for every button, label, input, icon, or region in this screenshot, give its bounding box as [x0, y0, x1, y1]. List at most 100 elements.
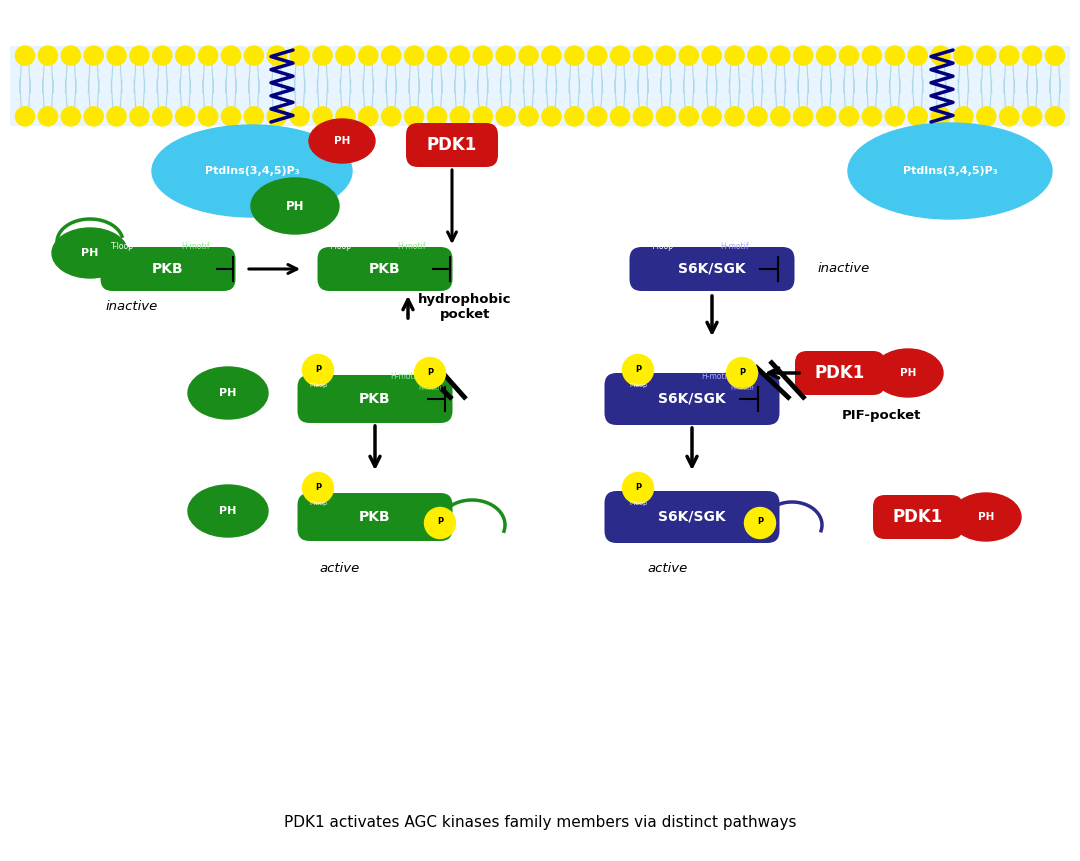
Ellipse shape	[862, 107, 881, 126]
Ellipse shape	[886, 46, 904, 65]
Ellipse shape	[1045, 107, 1065, 126]
Text: PKB: PKB	[360, 510, 391, 524]
Ellipse shape	[496, 46, 515, 65]
Ellipse shape	[657, 46, 675, 65]
Ellipse shape	[84, 46, 104, 65]
Ellipse shape	[702, 107, 721, 126]
Ellipse shape	[931, 107, 950, 126]
Text: T-loop: T-loop	[626, 372, 649, 381]
Ellipse shape	[415, 357, 446, 388]
Ellipse shape	[313, 107, 333, 126]
Ellipse shape	[839, 46, 859, 65]
Ellipse shape	[816, 107, 836, 126]
Text: PDK1: PDK1	[427, 136, 477, 154]
Ellipse shape	[38, 46, 57, 65]
Ellipse shape	[1023, 107, 1042, 126]
Text: P: P	[427, 368, 433, 376]
Ellipse shape	[405, 46, 423, 65]
Text: H-motif: H-motif	[397, 242, 427, 251]
Text: T-loop: T-loop	[110, 242, 134, 251]
Ellipse shape	[15, 107, 35, 126]
Ellipse shape	[519, 107, 538, 126]
Text: T-loop: T-loop	[307, 372, 329, 381]
Text: P: P	[757, 517, 764, 526]
Text: PH: PH	[334, 136, 350, 146]
Ellipse shape	[496, 107, 515, 126]
Text: T-loop: T-loop	[626, 490, 649, 499]
Text: PtdIns(3,4,5)P₃: PtdIns(3,4,5)P₃	[903, 166, 997, 176]
Text: PDK1: PDK1	[815, 364, 865, 382]
Ellipse shape	[309, 119, 375, 163]
Ellipse shape	[565, 46, 584, 65]
Ellipse shape	[336, 107, 355, 126]
Text: T-loop: T-loop	[309, 383, 327, 388]
Ellipse shape	[473, 107, 492, 126]
Ellipse shape	[862, 46, 881, 65]
Text: hydrophobic
pocket: hydrophobic pocket	[418, 293, 512, 321]
Ellipse shape	[244, 46, 264, 65]
Ellipse shape	[1000, 46, 1018, 65]
Ellipse shape	[359, 46, 378, 65]
Text: H-motif: H-motif	[720, 242, 750, 251]
Ellipse shape	[702, 46, 721, 65]
Ellipse shape	[1023, 46, 1042, 65]
Ellipse shape	[473, 46, 492, 65]
FancyBboxPatch shape	[297, 375, 453, 423]
Ellipse shape	[839, 107, 859, 126]
Ellipse shape	[954, 107, 973, 126]
Text: H-motif: H-motif	[418, 386, 442, 391]
Text: H-motif: H-motif	[702, 372, 730, 381]
Ellipse shape	[519, 46, 538, 65]
Ellipse shape	[84, 107, 104, 126]
Text: T-loop: T-loop	[629, 501, 648, 506]
Ellipse shape	[221, 46, 241, 65]
Ellipse shape	[62, 107, 80, 126]
FancyBboxPatch shape	[873, 495, 963, 539]
Text: P: P	[315, 364, 321, 374]
FancyBboxPatch shape	[605, 373, 780, 425]
Text: PH: PH	[977, 512, 995, 522]
FancyBboxPatch shape	[605, 491, 780, 543]
Ellipse shape	[152, 46, 172, 65]
Text: T-loop: T-loop	[650, 242, 674, 251]
Ellipse shape	[302, 355, 334, 386]
Ellipse shape	[336, 46, 355, 65]
Text: PIF-pocket: PIF-pocket	[842, 410, 921, 423]
Text: H-motif: H-motif	[730, 386, 754, 391]
Ellipse shape	[725, 107, 744, 126]
Ellipse shape	[130, 107, 149, 126]
Ellipse shape	[679, 107, 699, 126]
Ellipse shape	[747, 46, 767, 65]
FancyBboxPatch shape	[795, 351, 885, 395]
FancyBboxPatch shape	[318, 247, 453, 291]
Ellipse shape	[610, 46, 630, 65]
Text: PH: PH	[286, 200, 305, 213]
Ellipse shape	[951, 493, 1021, 541]
Text: PKB: PKB	[152, 262, 184, 276]
Ellipse shape	[976, 107, 996, 126]
Text: P: P	[739, 368, 745, 376]
Text: active: active	[320, 562, 360, 575]
Ellipse shape	[291, 107, 309, 126]
Text: P: P	[635, 364, 642, 374]
Text: PH: PH	[81, 248, 98, 258]
Ellipse shape	[15, 46, 35, 65]
Ellipse shape	[908, 107, 928, 126]
Text: P: P	[635, 482, 642, 492]
Ellipse shape	[424, 507, 456, 538]
Ellipse shape	[428, 107, 447, 126]
Ellipse shape	[954, 46, 973, 65]
Ellipse shape	[428, 46, 447, 65]
Ellipse shape	[199, 46, 218, 65]
Text: PH: PH	[219, 388, 237, 398]
Ellipse shape	[52, 228, 129, 278]
Ellipse shape	[381, 46, 401, 65]
Ellipse shape	[313, 46, 333, 65]
Text: T-loop: T-loop	[307, 490, 329, 499]
Text: PKB: PKB	[360, 392, 391, 406]
Ellipse shape	[176, 107, 194, 126]
Ellipse shape	[359, 107, 378, 126]
Ellipse shape	[188, 485, 268, 537]
FancyBboxPatch shape	[406, 123, 498, 167]
Ellipse shape	[794, 107, 813, 126]
